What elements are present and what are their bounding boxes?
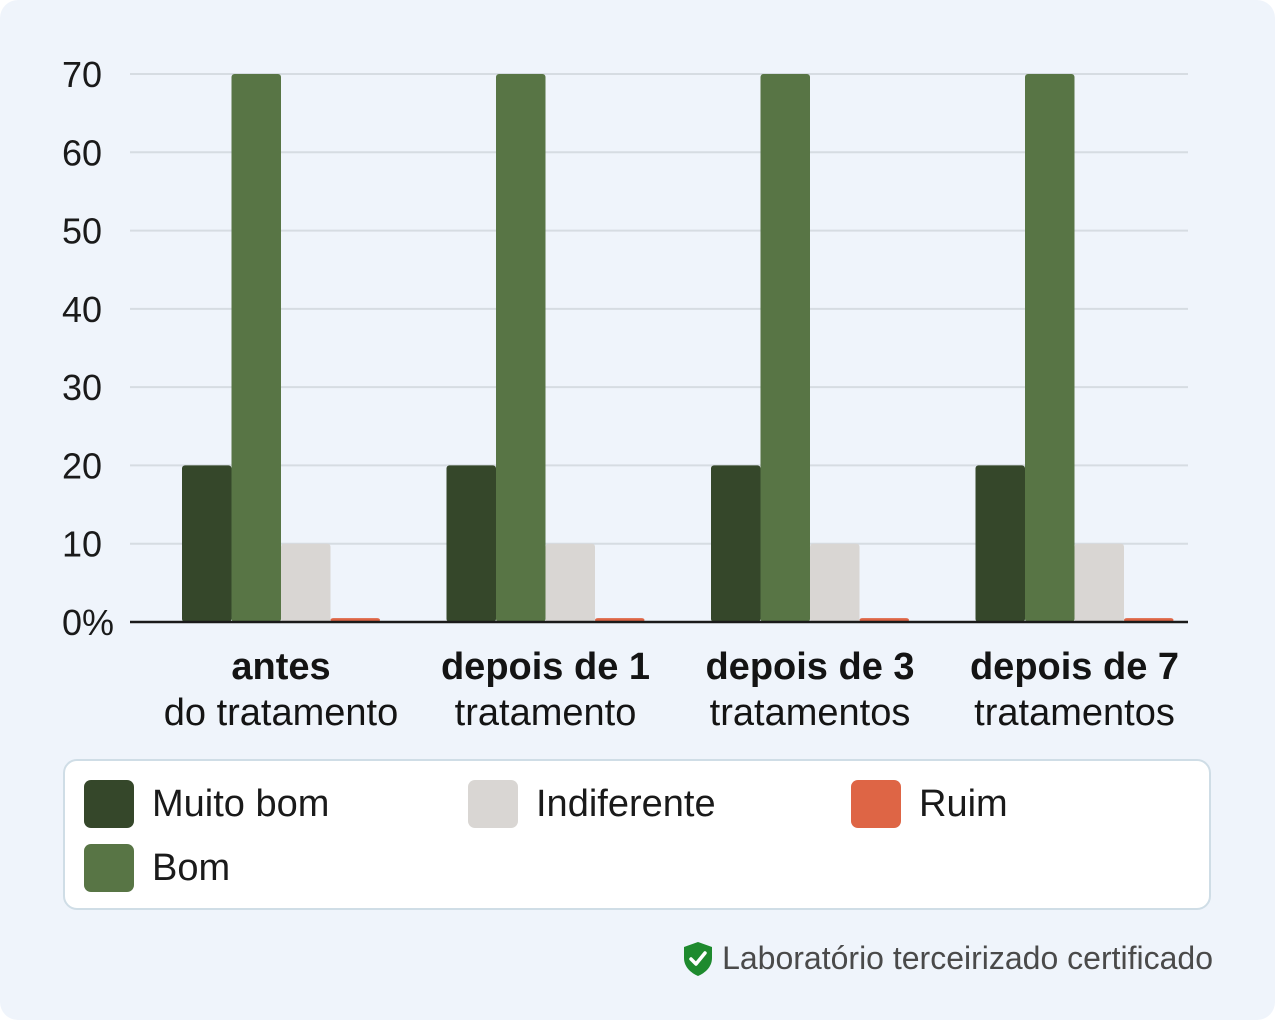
legend-item-muito-bom: Muito bom xyxy=(84,780,329,828)
bar-indiferente xyxy=(1074,543,1124,622)
footer-text: Laboratório terceirizado certificado xyxy=(722,940,1213,976)
x-category-label: tratamento xyxy=(455,692,637,734)
x-category-label-bold: depois de 1 xyxy=(441,646,650,688)
legend-swatch-indiferente xyxy=(468,780,518,828)
x-category-label-bold: depois de 3 xyxy=(705,646,914,688)
legend-item-ruim: Ruim xyxy=(851,780,1008,828)
y-tick-label: 40 xyxy=(62,289,102,330)
bar-bom xyxy=(231,74,281,622)
bar-muito-bom xyxy=(446,465,496,622)
legend: Muito bom Indiferente Ruim Bom xyxy=(63,759,1211,910)
bar-indiferente xyxy=(281,543,331,622)
legend-swatch-muito-bom xyxy=(84,780,134,828)
legend-swatch-ruim xyxy=(851,780,901,828)
x-category-label-bold: depois de 7 xyxy=(970,646,1179,688)
y-tick-label: 30 xyxy=(62,367,102,408)
bar-muito-bom xyxy=(182,465,232,622)
y-tick-label: 70 xyxy=(62,54,102,95)
y-tick-label: 60 xyxy=(62,132,102,173)
x-category-label: do tratamento xyxy=(164,692,398,734)
x-category-label: tratamentos xyxy=(974,692,1175,734)
bar-muito-bom xyxy=(975,465,1025,622)
bar-indiferente xyxy=(545,543,595,622)
x-category-label-bold: antes xyxy=(231,646,330,688)
bar-muito-bom xyxy=(711,465,761,622)
bar-indiferente xyxy=(810,543,860,622)
bar-bom xyxy=(1025,74,1075,622)
legend-label-bom: Bom xyxy=(152,846,231,889)
legend-label-ruim: Ruim xyxy=(919,782,1008,825)
legend-label-indiferente: Indiferente xyxy=(536,782,716,825)
y-tick-label: 20 xyxy=(62,445,102,486)
shield-check-icon xyxy=(684,941,713,976)
legend-item-indiferente: Indiferente xyxy=(468,780,716,828)
x-category-label: tratamentos xyxy=(710,692,911,734)
legend-label-muito-bom: Muito bom xyxy=(152,782,330,825)
legend-item-bom: Bom xyxy=(84,844,230,892)
certification-footer: Laboratório terceirizado certificado xyxy=(682,940,1213,977)
legend-swatch-bom xyxy=(84,844,134,892)
y-tick-label: 10 xyxy=(62,524,102,565)
bar-bom xyxy=(496,74,546,622)
y-tick-label: 0% xyxy=(62,602,114,643)
bar-bom xyxy=(760,74,810,622)
y-tick-label: 50 xyxy=(62,211,102,252)
